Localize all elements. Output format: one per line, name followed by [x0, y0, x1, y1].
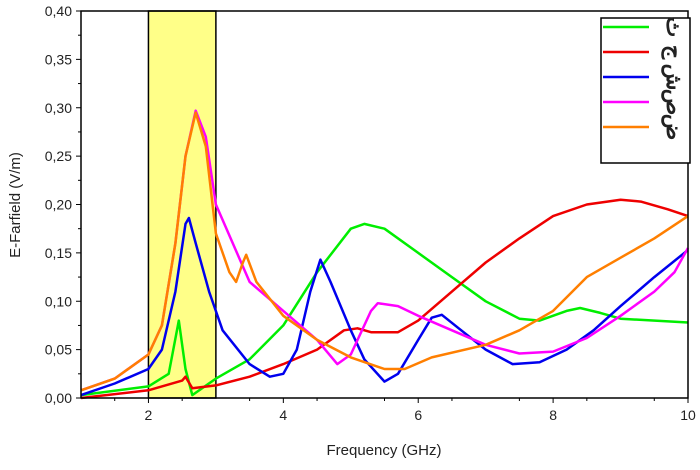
series-line-1 — [80, 222, 689, 397]
y-tick-label: 0,25 — [45, 148, 72, 164]
legend-label-2: ج — [661, 45, 687, 60]
legend-label-4: ص — [661, 89, 687, 116]
y-axis-label: E-Farfield (V/m) — [7, 152, 24, 258]
highlight-band — [147, 10, 217, 399]
y-tick-label: 0,00 — [45, 390, 72, 406]
series-line-3 — [80, 216, 689, 397]
y-tick-label: 0,30 — [45, 100, 72, 116]
series-line-5 — [80, 111, 689, 392]
y-tick-label: 0,15 — [45, 245, 72, 261]
x-tick-label: 2 — [145, 407, 153, 423]
x-tick-label: 10 — [680, 407, 696, 423]
y-tick-label: 0,20 — [45, 197, 72, 213]
x-tick-label: 8 — [549, 407, 557, 423]
y-tick-label: 0,10 — [45, 293, 72, 309]
x-tick-label: 6 — [414, 407, 422, 423]
x-axis-label: Frequency (GHz) — [326, 442, 441, 459]
x-tick-label: 4 — [279, 407, 287, 423]
y-tick-label: 0,35 — [45, 51, 72, 67]
legend-label-5: ض — [661, 114, 687, 141]
legend-box — [600, 17, 691, 164]
y-tick-label: 0,05 — [45, 342, 72, 358]
series-line-2 — [80, 198, 689, 400]
y-tick-label: 0,40 — [45, 3, 72, 19]
legend-label-1: ث — [662, 17, 687, 38]
legend-label-3: ش — [661, 64, 687, 91]
